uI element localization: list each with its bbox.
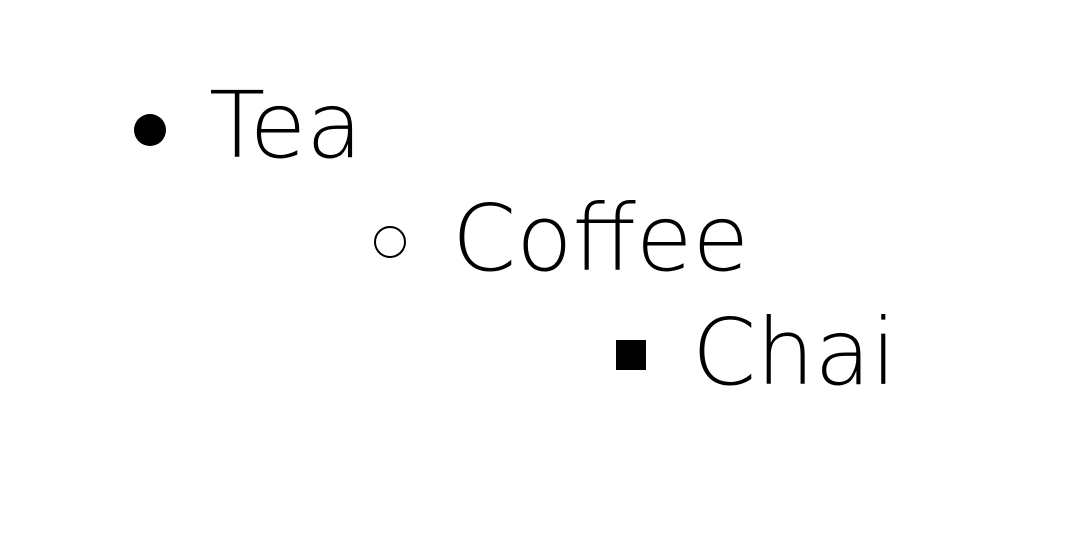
- list-item-label: Chai: [692, 299, 897, 406]
- list-item-label: Tea: [209, 72, 363, 179]
- circle-bullet-icon: [374, 226, 406, 258]
- disc-bullet-icon: [134, 114, 166, 146]
- square-bullet-icon: [616, 340, 646, 370]
- list-item-label: Coffee: [452, 185, 750, 292]
